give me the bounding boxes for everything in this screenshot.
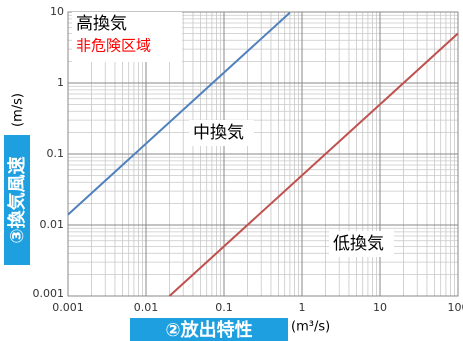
x-axis-label: ②放出特性: [165, 319, 252, 341]
line-series: [168, 32, 459, 297]
annotation: 高換気: [76, 14, 127, 34]
y-axis-title: ③換気風速 (m/s): [4, 93, 30, 265]
x-tick-label: 100: [448, 301, 463, 314]
y-tick-label: 0.1: [47, 147, 65, 160]
x-tick-label: 10: [373, 301, 387, 314]
annotation-box: [72, 12, 182, 62]
annotation: 低換気: [333, 234, 384, 254]
annotation-box: [189, 120, 254, 146]
x-tick-label: 0.1: [215, 301, 233, 314]
x-axis-unit: (m³/s): [291, 320, 330, 335]
y-tick-label: 1: [57, 76, 64, 89]
y-axis-unit: (m/s): [11, 93, 26, 127]
annotation-box: [329, 231, 394, 257]
x-tick-label: 0.001: [52, 301, 84, 314]
y-label-box: [4, 135, 30, 265]
line-series: [67, 11, 291, 216]
x-tick-label: 1: [299, 301, 306, 314]
y-tick-label: 0.001: [33, 287, 65, 300]
y-tick-label: 0.01: [40, 218, 65, 231]
annotation: 非危険区域: [76, 37, 151, 55]
y-axis-label: ③換気風速: [6, 156, 28, 243]
x-tick-label: 0.01: [134, 301, 159, 314]
y-tick-label: 10: [50, 5, 64, 18]
x-label-box: [130, 318, 288, 341]
annotation: 中換気: [193, 123, 244, 143]
